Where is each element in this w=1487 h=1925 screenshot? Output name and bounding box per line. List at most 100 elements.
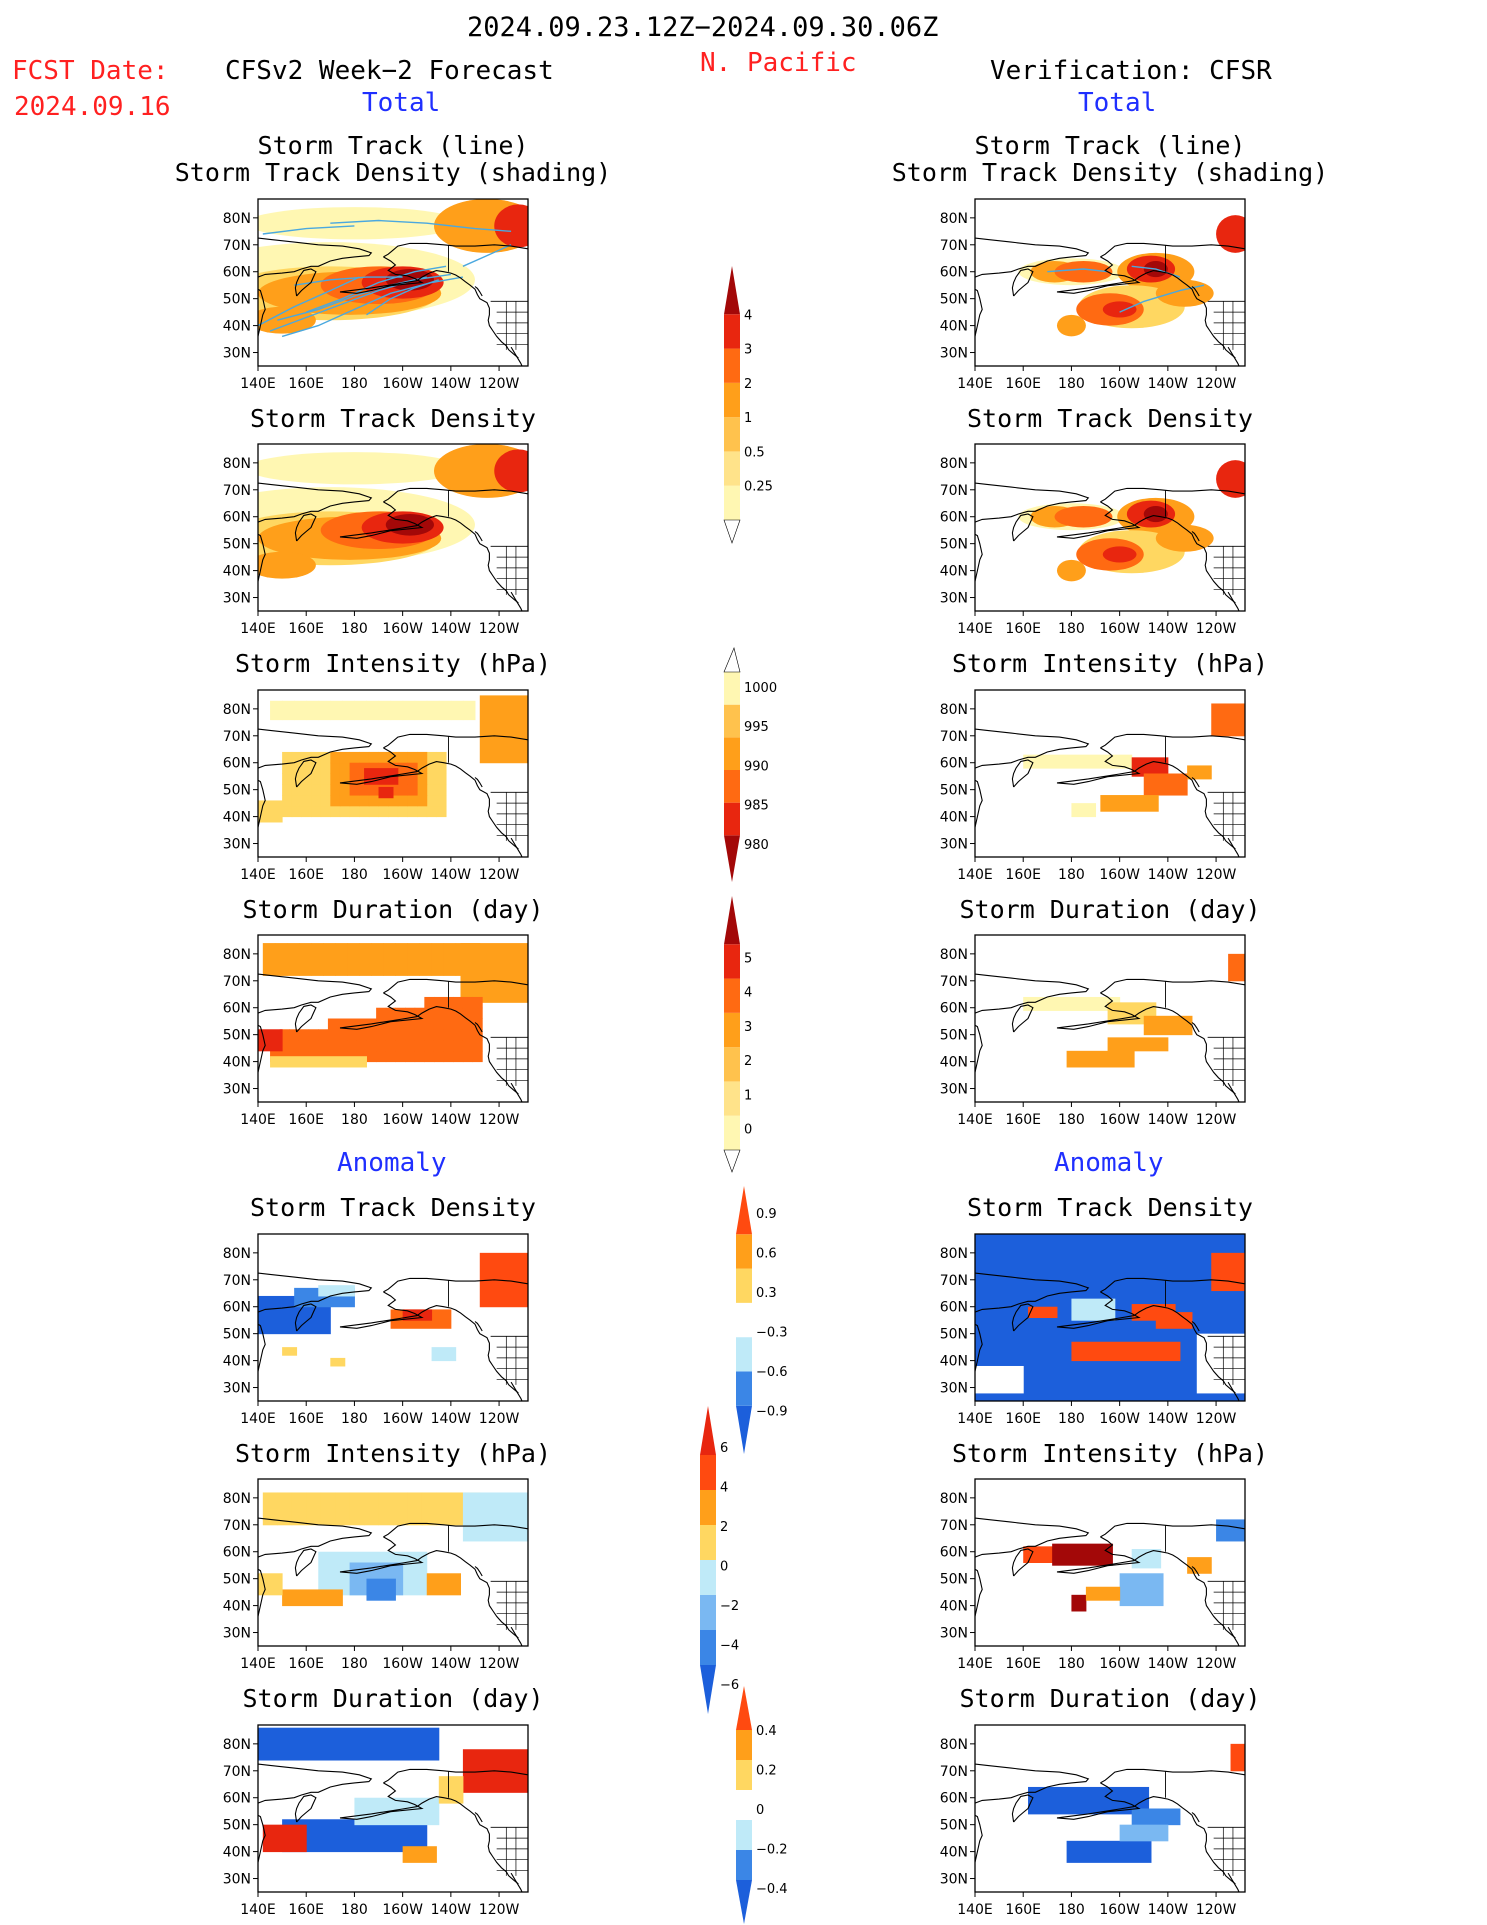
colorbar-anom-intensity: 6 4 2 0 −2 −4 −6	[700, 1406, 739, 1714]
shading-cell	[450, 700, 464, 721]
shading-cell	[364, 768, 399, 785]
coastline	[1056, 501, 1236, 604]
coastline	[474, 286, 483, 297]
coastline	[975, 1517, 1090, 1617]
shading-cell	[462, 700, 476, 721]
colorbar-label: 6	[720, 1441, 728, 1456]
x-tick-label: 140W	[431, 1902, 472, 1918]
panel-frame	[974, 443, 1246, 612]
shading-cell	[1085, 1586, 1121, 1601]
coastline	[975, 482, 1090, 582]
shading-cell	[301, 805, 312, 818]
y-tick-label: 80N	[940, 702, 968, 718]
shading-cell	[385, 1040, 396, 1052]
shading-cell	[258, 1573, 283, 1596]
shading-cell	[368, 795, 380, 807]
shading-cell	[1023, 996, 1121, 1011]
colorbar-segment	[724, 770, 740, 803]
shading-cell	[330, 805, 341, 818]
shading-cell	[417, 784, 428, 796]
shading-cell	[1107, 1037, 1169, 1052]
shading-cell	[282, 700, 295, 721]
x-tick-label: 140W	[1148, 1656, 1189, 1672]
shading-cell	[330, 762, 341, 774]
shading-cell	[443, 1018, 454, 1030]
y-tick-label: 70N	[940, 483, 968, 499]
panel-frame	[257, 1478, 529, 1647]
colorbar-arrow	[736, 1186, 752, 1235]
title-left-anom-intensity: Storm Intensity (hPa)	[234, 1439, 552, 1468]
colorbar-arrow	[736, 1880, 752, 1924]
x-tick-label: 160E	[288, 1112, 324, 1128]
shading-cell	[1028, 1786, 1150, 1815]
y-tick-label: 50N	[940, 537, 968, 553]
x-tick-label: 140W	[431, 1112, 472, 1128]
shading-cell	[397, 795, 408, 807]
x-tick-label: 160W	[1099, 376, 1140, 392]
colorbar-label: 0.3	[756, 1286, 777, 1301]
right-panel-2-field	[975, 690, 1245, 857]
x-tick-label: 180	[341, 1902, 368, 1918]
shading-blob	[1143, 505, 1168, 523]
x-tick-label: 160W	[1099, 1902, 1140, 1918]
y-tick-label: 80N	[940, 211, 968, 227]
y-tick-label: 30N	[940, 346, 968, 362]
coastline	[383, 1522, 528, 1538]
coastline	[339, 501, 519, 604]
x-tick-label: 120W	[479, 1656, 520, 1672]
x-tick-label: 140W	[431, 1656, 472, 1672]
shading-cell	[301, 751, 312, 764]
x-tick-label: 180	[1058, 376, 1085, 392]
x-tick-label: 160E	[1005, 867, 1041, 883]
shading-cell	[327, 1018, 339, 1030]
colorbar-label: 0	[756, 1803, 764, 1818]
shading-cell	[462, 1007, 474, 1019]
shading-cell	[262, 1492, 278, 1526]
y-tick-label: 60N	[223, 756, 251, 772]
colorbar-label: 2	[744, 377, 752, 392]
colorbar-segment	[724, 737, 740, 770]
coastline	[339, 747, 519, 850]
shading-cell	[349, 795, 360, 807]
coastline	[258, 973, 373, 1073]
x-tick-label: 140E	[957, 1411, 993, 1427]
coastline	[1100, 242, 1245, 258]
right-panel-1-field	[975, 444, 1245, 611]
coastline	[1056, 992, 1236, 1095]
left-panel-3: 140E 160E 180 160W 140W 120W 80N 70N 60N 50N 40N 30…	[223, 934, 529, 1128]
shading-blob	[494, 204, 528, 248]
x-tick-label: 180	[1058, 621, 1085, 637]
shading-cell	[301, 762, 312, 774]
coastline	[474, 777, 483, 788]
x-tick-label: 160W	[1099, 1112, 1140, 1128]
y-tick-label: 60N	[940, 1545, 968, 1561]
left-panel-6-field	[258, 1725, 528, 1892]
x-tick-label: 120W	[479, 1112, 520, 1128]
panel-frame	[974, 1478, 1246, 1647]
shading-blob	[385, 514, 434, 536]
shading-cell	[1100, 795, 1159, 812]
shading-cell	[349, 805, 360, 818]
shading-cell	[1023, 754, 1133, 769]
shading-cell	[320, 795, 331, 807]
coastline	[1191, 777, 1200, 788]
y-tick-label: 70N	[223, 729, 251, 745]
shading-cell	[311, 943, 324, 976]
y-tick-label: 30N	[223, 1381, 251, 1397]
colorbar-segment	[736, 1850, 752, 1880]
shading-cell	[433, 996, 445, 1009]
y-tick-label: 50N	[940, 1818, 968, 1834]
shading-cell	[359, 751, 370, 764]
colorbar-label: 0	[720, 1560, 728, 1575]
coastline	[1011, 1004, 1034, 1033]
x-tick-label: 160E	[288, 376, 324, 392]
y-tick-label: 60N	[223, 510, 251, 526]
period-title: 2024.09.23.12Z−2024.09.30.06Z	[467, 12, 939, 43]
colorbar-label: 990	[744, 759, 769, 774]
shading-cell	[339, 795, 351, 807]
y-tick-label: 40N	[940, 1845, 968, 1861]
x-tick-label: 160E	[1005, 1112, 1041, 1128]
right-anomaly-heading: Anomaly	[1054, 1148, 1164, 1178]
shading-cell	[289, 1029, 300, 1041]
shading-cell	[385, 1029, 396, 1041]
